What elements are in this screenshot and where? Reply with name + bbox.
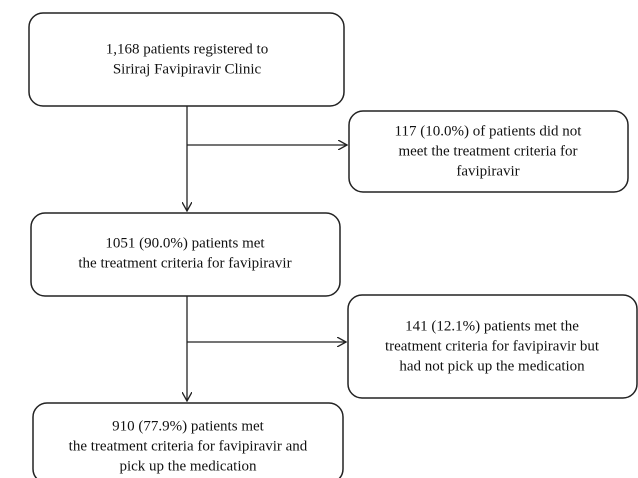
node-label: Siriraj Favipiravir Clinic [113,61,262,77]
box [347,294,638,399]
node-label: treatment criteria for favipiravir but [385,338,600,354]
node-label: the treatment criteria for favipiravir a… [69,438,308,454]
node-label: 117 (10.0%) of patients did not [395,123,583,139]
box [32,402,344,478]
box [348,110,629,193]
node-label: the treatment criteria for favipiravir [78,255,291,271]
node-label: 141 (12.1%) patients met the [405,318,579,334]
node-label: had not pick up the medication [399,358,585,374]
node-label: pick up the medication [119,458,257,474]
labels: 1,168 patients registered to Siriraj Favi… [69,41,600,474]
node-label: 1051 (90.0%) patients met [105,235,265,251]
box [28,12,345,107]
node-label: 910 (77.9%) patients met [112,418,264,434]
node-label: favipiravir [456,163,519,179]
node-label: 1,168 patients registered to [106,41,268,57]
box [30,212,341,297]
node-label: meet the treatment criteria for [398,143,577,159]
